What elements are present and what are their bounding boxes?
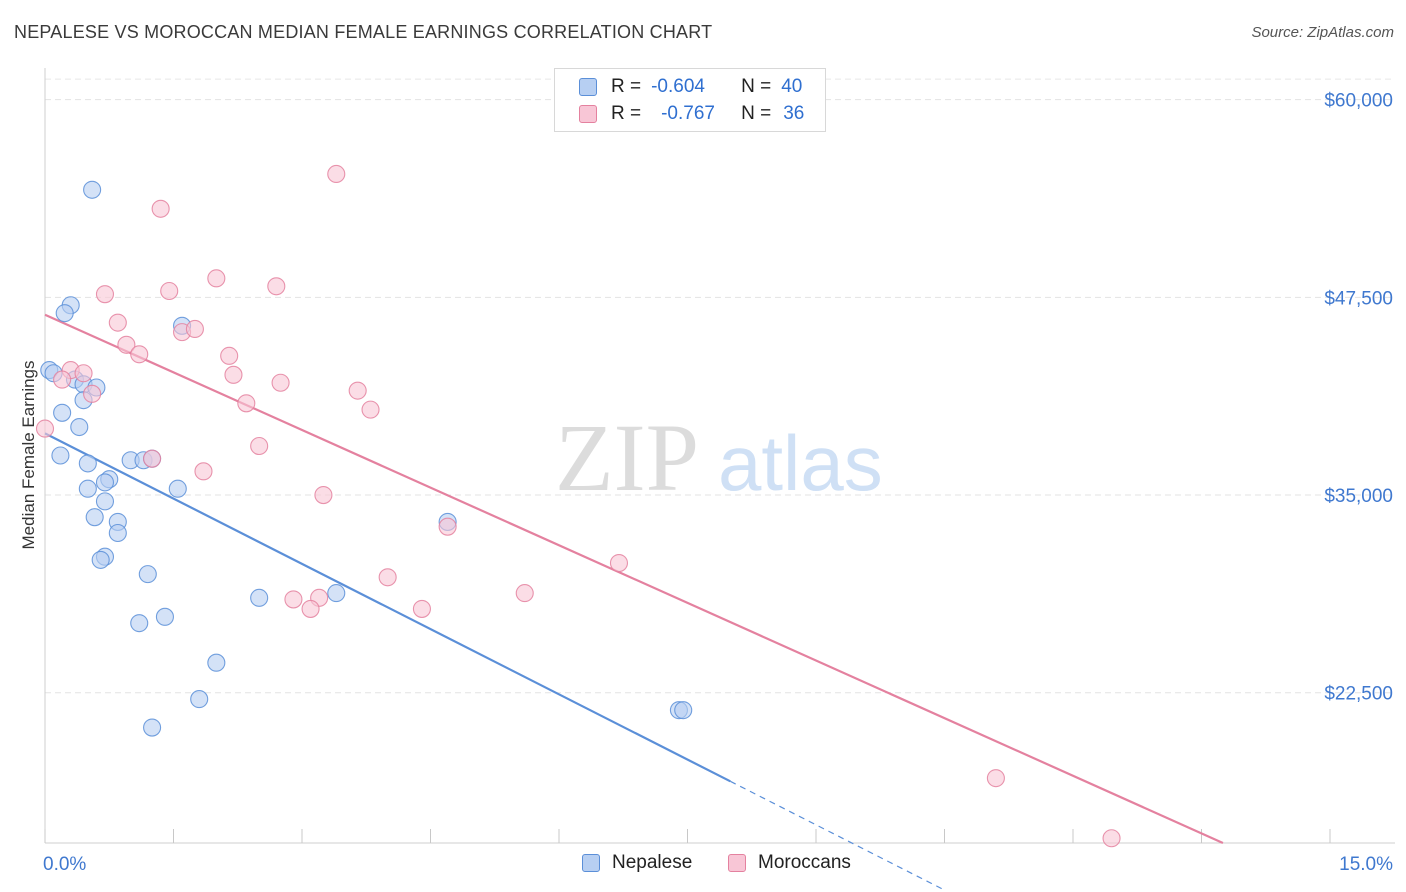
- nepalese-point: [108, 523, 127, 543]
- moroccans-point: [151, 199, 170, 218]
- nepalese-point: [85, 508, 104, 527]
- moroccans-point: [224, 365, 243, 384]
- moroccans-legend-swatch: [728, 854, 746, 872]
- nepalese-point: [53, 403, 72, 422]
- r-label: R =: [611, 103, 642, 124]
- moroccans-point: [361, 400, 380, 419]
- nepalese-point: [250, 588, 269, 607]
- r-label: R =: [611, 76, 642, 97]
- moroccans-point: [327, 164, 346, 184]
- moroccans-point: [108, 313, 127, 332]
- nepalese-n-value: 40: [781, 76, 803, 97]
- moroccans-point: [194, 462, 213, 481]
- watermark-atlas: atlas: [718, 419, 883, 507]
- nepalese-point: [55, 304, 74, 323]
- y-tick-label: $22,500: [1324, 684, 1393, 705]
- moroccans-point: [74, 364, 93, 383]
- moroccans-point: [53, 370, 72, 389]
- n-label: N =: [741, 103, 772, 124]
- legend-row-nepalese: R = -0.604 N = 40: [579, 75, 802, 99]
- moroccans-n-value: 36: [783, 103, 805, 124]
- moroccans-swatch: [579, 105, 597, 123]
- watermark: ZIP atlas: [555, 404, 883, 511]
- moroccans-point: [438, 517, 457, 536]
- nepalese-point: [143, 718, 162, 737]
- nepalese-point: [130, 614, 149, 633]
- moroccans-point: [143, 449, 162, 468]
- nepalese-point: [674, 701, 693, 720]
- nepalese-legend-swatch: [582, 854, 600, 872]
- moroccans-point: [237, 394, 256, 413]
- nepalese-point: [327, 584, 346, 603]
- nepalese-trend-line: [44, 432, 731, 783]
- nepalese-point: [155, 607, 174, 626]
- chart-title: NEPALESE VS MOROCCAN MEDIAN FEMALE EARNI…: [14, 22, 713, 42]
- moroccans-point: [220, 346, 239, 365]
- y-tick-label: $47,500: [1324, 288, 1393, 309]
- nepalese-point: [207, 653, 226, 672]
- y-axis-label: Median Female Earnings: [19, 361, 38, 550]
- axis-labels: $22,500 $35,000 $47,500 $60,000 0.0% 15.0% Med…: [19, 91, 1393, 875]
- moroccans-legend-label: Moroccans: [758, 852, 851, 873]
- moroccans-point: [609, 554, 629, 573]
- moroccans-point: [378, 568, 397, 587]
- axes: [44, 68, 1395, 844]
- n-label: N =: [741, 76, 772, 97]
- nepalese-point: [190, 690, 209, 709]
- moroccans-point: [250, 436, 269, 456]
- x-tick-label-min: 0.0%: [43, 854, 86, 875]
- nepalese-point: [95, 492, 115, 511]
- legend-row-moroccans: R = -0.767 N = 36: [579, 102, 804, 126]
- watermark-zip: ZIP: [555, 404, 699, 511]
- gridlines: [45, 78, 1395, 694]
- nepalese-point: [95, 473, 115, 492]
- moroccans-point: [130, 345, 149, 364]
- moroccans-point: [160, 281, 179, 301]
- moroccans-point: [267, 277, 286, 296]
- legend-item-nepalese: Nepalese: [582, 852, 692, 874]
- nepalese-point: [78, 454, 97, 473]
- moroccans-point: [271, 373, 290, 392]
- nepalese-point: [83, 180, 102, 199]
- nepalese-point: [51, 446, 70, 465]
- source-label: Source: ZipAtlas.com: [1251, 24, 1394, 41]
- nepalese-legend-label: Nepalese: [612, 852, 693, 873]
- moroccans-point: [301, 599, 320, 618]
- nepalese-point: [91, 550, 110, 569]
- y-tick-label: $35,000: [1324, 486, 1393, 507]
- moroccans-point: [95, 285, 115, 304]
- moroccans-point: [348, 381, 367, 400]
- trend-lines: [44, 313, 1224, 891]
- y-tick-label: $60,000: [1324, 91, 1393, 112]
- moroccans-trend-line: [44, 313, 1224, 845]
- nepalese-point: [70, 417, 89, 437]
- nepalese-swatch: [579, 78, 597, 96]
- moroccans-point: [515, 584, 534, 603]
- legend-item-moroccans: Moroccans: [728, 852, 851, 874]
- moroccans-point: [83, 384, 102, 403]
- moroccans-point: [207, 269, 226, 288]
- nepalese-point: [138, 565, 157, 584]
- moroccans-point: [185, 319, 204, 339]
- nepalese-point: [168, 479, 187, 498]
- moroccans-point: [35, 419, 55, 438]
- nepalese-r-value: -0.604: [651, 76, 705, 97]
- data-points: [35, 164, 1121, 848]
- moroccans-r-value: -0.767: [661, 103, 715, 124]
- nepalese-point: [78, 479, 97, 498]
- moroccans-point: [412, 599, 431, 618]
- moroccans-point: [986, 769, 1005, 788]
- stats-legend: R = -0.604 N = 40 R = -0.767 N = 36: [554, 68, 826, 132]
- moroccans-point: [284, 590, 303, 609]
- moroccans-point: [117, 335, 136, 354]
- moroccans-point: [314, 485, 333, 505]
- nepalese-trend-extension: [730, 780, 945, 891]
- moroccans-point: [1102, 829, 1121, 848]
- x-tick-label-max: 15.0%: [1339, 854, 1393, 875]
